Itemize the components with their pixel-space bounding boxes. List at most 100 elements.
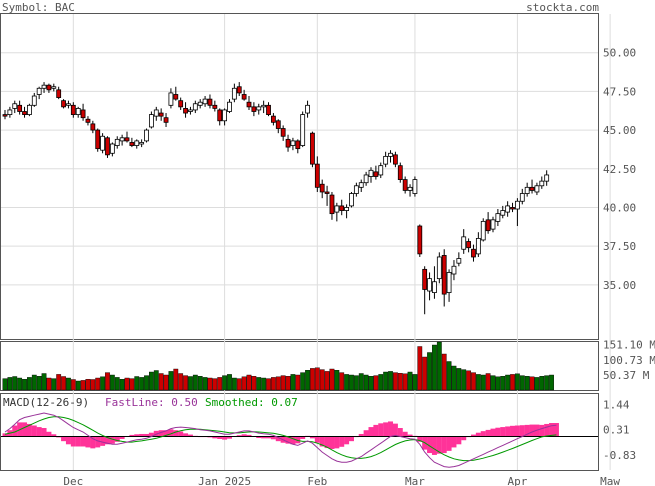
macd-histogram-bar xyxy=(31,425,37,437)
candle-down xyxy=(397,165,403,180)
candle-up xyxy=(114,138,120,146)
candle-down xyxy=(471,248,476,258)
volume-bar xyxy=(256,377,262,391)
macd-histogram-bar xyxy=(300,436,306,439)
volume-bar xyxy=(36,376,42,391)
volume-bar xyxy=(56,374,62,391)
macd-histogram-bar xyxy=(524,424,530,437)
macd-histogram-bar xyxy=(119,436,125,439)
volume-bar xyxy=(549,374,554,391)
volume-bar xyxy=(490,375,496,391)
volume-bar xyxy=(368,376,374,391)
candle-up xyxy=(505,205,511,213)
macd-histogram-bar xyxy=(148,432,154,437)
volume-bar xyxy=(7,377,13,391)
price-tick-label: 37.50 xyxy=(603,240,636,253)
brand-link[interactable]: stockta.com xyxy=(526,1,599,14)
volume-bar xyxy=(329,368,335,391)
volume-bar xyxy=(519,375,525,391)
candle-up xyxy=(461,236,467,250)
macd-histogram-bar xyxy=(397,428,403,437)
macd-histogram-bar xyxy=(236,435,242,437)
volume-bar xyxy=(246,374,252,391)
candle-up xyxy=(109,143,115,154)
candle-down xyxy=(319,183,325,193)
macd-histogram-bar xyxy=(446,436,452,451)
candle-up xyxy=(544,174,550,182)
macd-histogram-bar xyxy=(168,429,174,437)
candle-down xyxy=(85,118,91,123)
candle-up xyxy=(153,109,159,117)
candle-up xyxy=(139,142,145,145)
macd-tick-label: -0.83 xyxy=(603,449,636,462)
candle-down xyxy=(207,98,213,106)
volume-bar xyxy=(378,374,384,391)
candle-up xyxy=(475,238,481,255)
candle-up xyxy=(432,281,437,293)
macd-tick-label: 1.44 xyxy=(603,398,630,411)
candle-down xyxy=(217,109,223,122)
macd-histogram-bar xyxy=(158,430,164,437)
volume-bar xyxy=(163,374,169,391)
volume-bar xyxy=(144,375,149,391)
volume-bar xyxy=(412,374,418,391)
volume-bar xyxy=(66,377,71,391)
candle-up xyxy=(148,114,154,128)
macd-histogram-bar xyxy=(70,436,76,447)
macd-smoothed-label: Smoothed: 0.07 xyxy=(205,396,298,409)
volume-bar xyxy=(544,375,550,391)
volume-bar xyxy=(119,379,125,391)
macd-histogram-bar xyxy=(436,436,442,454)
volume-bar xyxy=(12,376,18,391)
time-tick-label: Jan 2025 xyxy=(198,475,251,486)
macd-histogram-bar xyxy=(519,425,525,437)
candle-up xyxy=(500,210,506,216)
candle-up xyxy=(480,220,486,241)
price-tick-label: 50.00 xyxy=(603,47,636,60)
price-panel-frame xyxy=(0,13,599,340)
volume-bar xyxy=(212,378,218,391)
volume-bar xyxy=(432,344,437,391)
candle-up xyxy=(192,103,198,111)
candle-up xyxy=(383,155,389,165)
macd-histogram-bar xyxy=(480,431,486,437)
price-tick-label: 47.50 xyxy=(603,85,636,98)
macd-histogram-bar xyxy=(270,436,276,440)
macd-histogram-bar xyxy=(334,436,340,449)
time-tick-label: Dec xyxy=(63,475,83,486)
macd-histogram-bar xyxy=(226,436,232,439)
macd-histogram-bar xyxy=(80,436,86,447)
price-tick-label: 42.50 xyxy=(603,163,636,176)
macd-histogram-bar xyxy=(153,430,159,437)
macd-histogram-bar xyxy=(129,434,135,437)
candle-down xyxy=(17,104,23,112)
macd-histogram-bar xyxy=(456,436,462,445)
volume-bar xyxy=(61,376,66,391)
volume-bar xyxy=(100,376,106,391)
macd-histogram-bar xyxy=(417,436,423,442)
candle-up xyxy=(290,140,296,146)
volume-bar xyxy=(539,376,545,391)
candle-down xyxy=(80,109,86,119)
volume-bar xyxy=(402,373,408,391)
macd-histogram-bar xyxy=(22,422,28,437)
volume-bar xyxy=(275,376,281,391)
volume-bar xyxy=(178,373,184,391)
macd-histogram-bar xyxy=(427,436,433,454)
candle-down xyxy=(466,241,472,249)
macd-histogram-bar xyxy=(368,427,374,437)
candle-up xyxy=(495,213,501,222)
candle-down xyxy=(280,128,286,137)
volume-bar xyxy=(305,370,310,391)
volume-bar xyxy=(446,361,452,391)
candle-up xyxy=(388,152,393,157)
macd-histogram-bar xyxy=(285,436,291,444)
macd-histogram-bar xyxy=(178,431,184,437)
volume-bar xyxy=(344,374,349,391)
candle-up xyxy=(524,186,530,194)
volume-bar xyxy=(109,374,115,391)
candle-up xyxy=(144,129,149,142)
candle-down xyxy=(163,117,169,123)
volume-bar xyxy=(80,380,86,391)
volume-bar xyxy=(129,378,135,391)
